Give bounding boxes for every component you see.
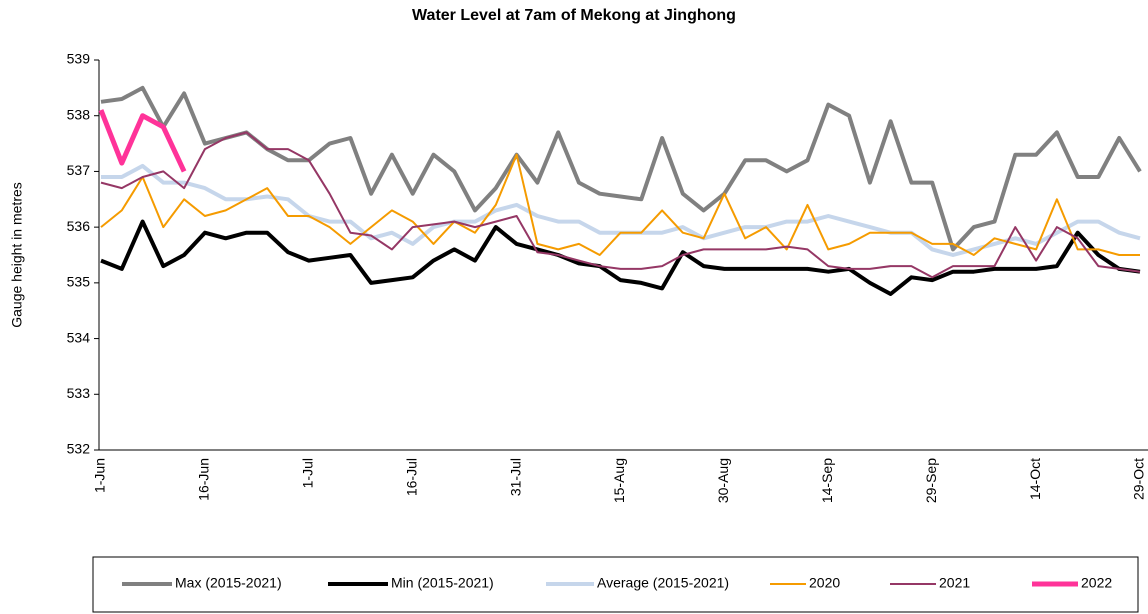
x-tick-label: 29-Sep [923,458,939,503]
legend-label: Min (2015-2021) [391,575,494,591]
y-tick-label: 539 [67,51,91,67]
y-tick-label: 536 [67,218,91,234]
x-tick-label: 14-Oct [1027,458,1043,500]
legend-label: Average (2015-2021) [597,575,729,591]
y-tick-label: 535 [67,274,91,290]
y-tick-label: 534 [67,329,91,345]
y-axis-label: Gauge height in metres [9,182,25,328]
legend-label: 2021 [939,575,970,591]
x-tick-label: 16-Jun [196,458,212,501]
x-tick-label: 16-Jul [403,458,419,496]
x-tick-label: 1-Jun [92,458,108,493]
legend-label: 2022 [1081,575,1112,591]
x-tick-label: 15-Aug [611,458,627,503]
legend-label: 2020 [809,575,840,591]
y-tick-label: 532 [67,441,91,457]
x-tick-label: 30-Aug [715,458,731,503]
series-line [98,109,187,173]
legend-label: Max (2015-2021) [175,575,282,591]
x-tick-label: 29-Oct [1131,458,1147,500]
y-tick-label: 538 [67,106,91,122]
series-line [100,131,1141,279]
x-tick-label: 1-Jul [300,458,316,488]
chart-title: Water Level at 7am of Mekong at Jinghong [412,7,736,24]
legend-box [92,556,1139,613]
series-line [101,163,1141,257]
x-tick-label: 31-Jul [507,458,523,496]
y-tick-label: 533 [67,385,91,401]
series-line [100,153,1140,256]
x-tick-label: 14-Sep [819,458,835,503]
series-line [100,219,1141,296]
y-tick-label: 537 [67,162,91,178]
series-line [100,85,1142,252]
